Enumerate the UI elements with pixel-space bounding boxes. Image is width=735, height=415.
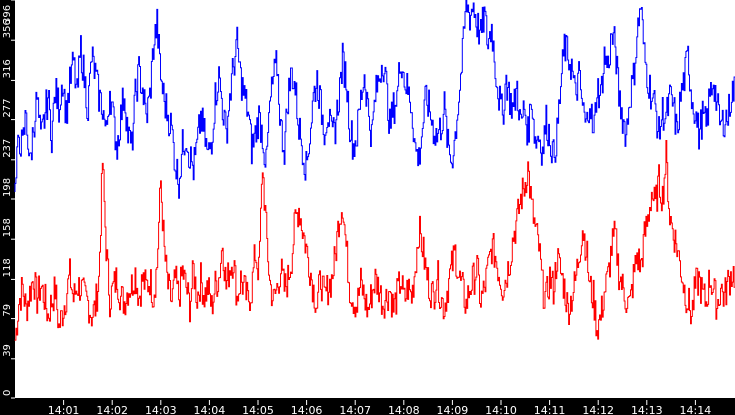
series-line-red xyxy=(14,140,735,341)
x-tick-label: 14:01 xyxy=(48,404,80,415)
x-tick-label: 14:08 xyxy=(388,404,420,415)
y-tick-label: 356 xyxy=(2,19,13,38)
x-tick-label: 14:03 xyxy=(145,404,177,415)
x-axis: 14:01 14:02 14:03 14:04 14:05 14:06 14:07 14:08… xyxy=(48,400,712,415)
y-tick-label: 158 xyxy=(2,218,13,237)
x-tick-label: 14:05 xyxy=(242,404,274,415)
y-tick-label: 79 xyxy=(2,304,13,317)
x-tick-label: 14:12 xyxy=(582,404,614,415)
x-tick-label: 14:02 xyxy=(96,404,128,415)
y-tick-label: 0 xyxy=(2,390,13,396)
x-tick-label: 14:07 xyxy=(339,404,371,415)
x-tick-label: 14:10 xyxy=(485,404,517,415)
x-tick-label: 14:14 xyxy=(680,404,712,415)
y-tick-label: 316 xyxy=(2,59,13,78)
y-tick-label: 277 xyxy=(2,99,13,118)
y-tick-label: 118 xyxy=(2,258,13,277)
y-tick-label: 237 xyxy=(2,139,13,158)
series-line-blue xyxy=(14,0,735,199)
plot-area xyxy=(15,0,735,398)
x-tick-label: 14:11 xyxy=(534,404,566,415)
y-tick-label: 198 xyxy=(2,178,13,197)
y-tick-label: 396 xyxy=(2,5,13,24)
x-tick-label: 14:13 xyxy=(631,404,663,415)
y-tick-label: 39 xyxy=(2,344,13,357)
series-group xyxy=(14,0,735,341)
x-tick-label: 14:04 xyxy=(194,404,226,415)
x-tick-label: 14:06 xyxy=(291,404,323,415)
x-tick-label: 14:09 xyxy=(437,404,469,415)
